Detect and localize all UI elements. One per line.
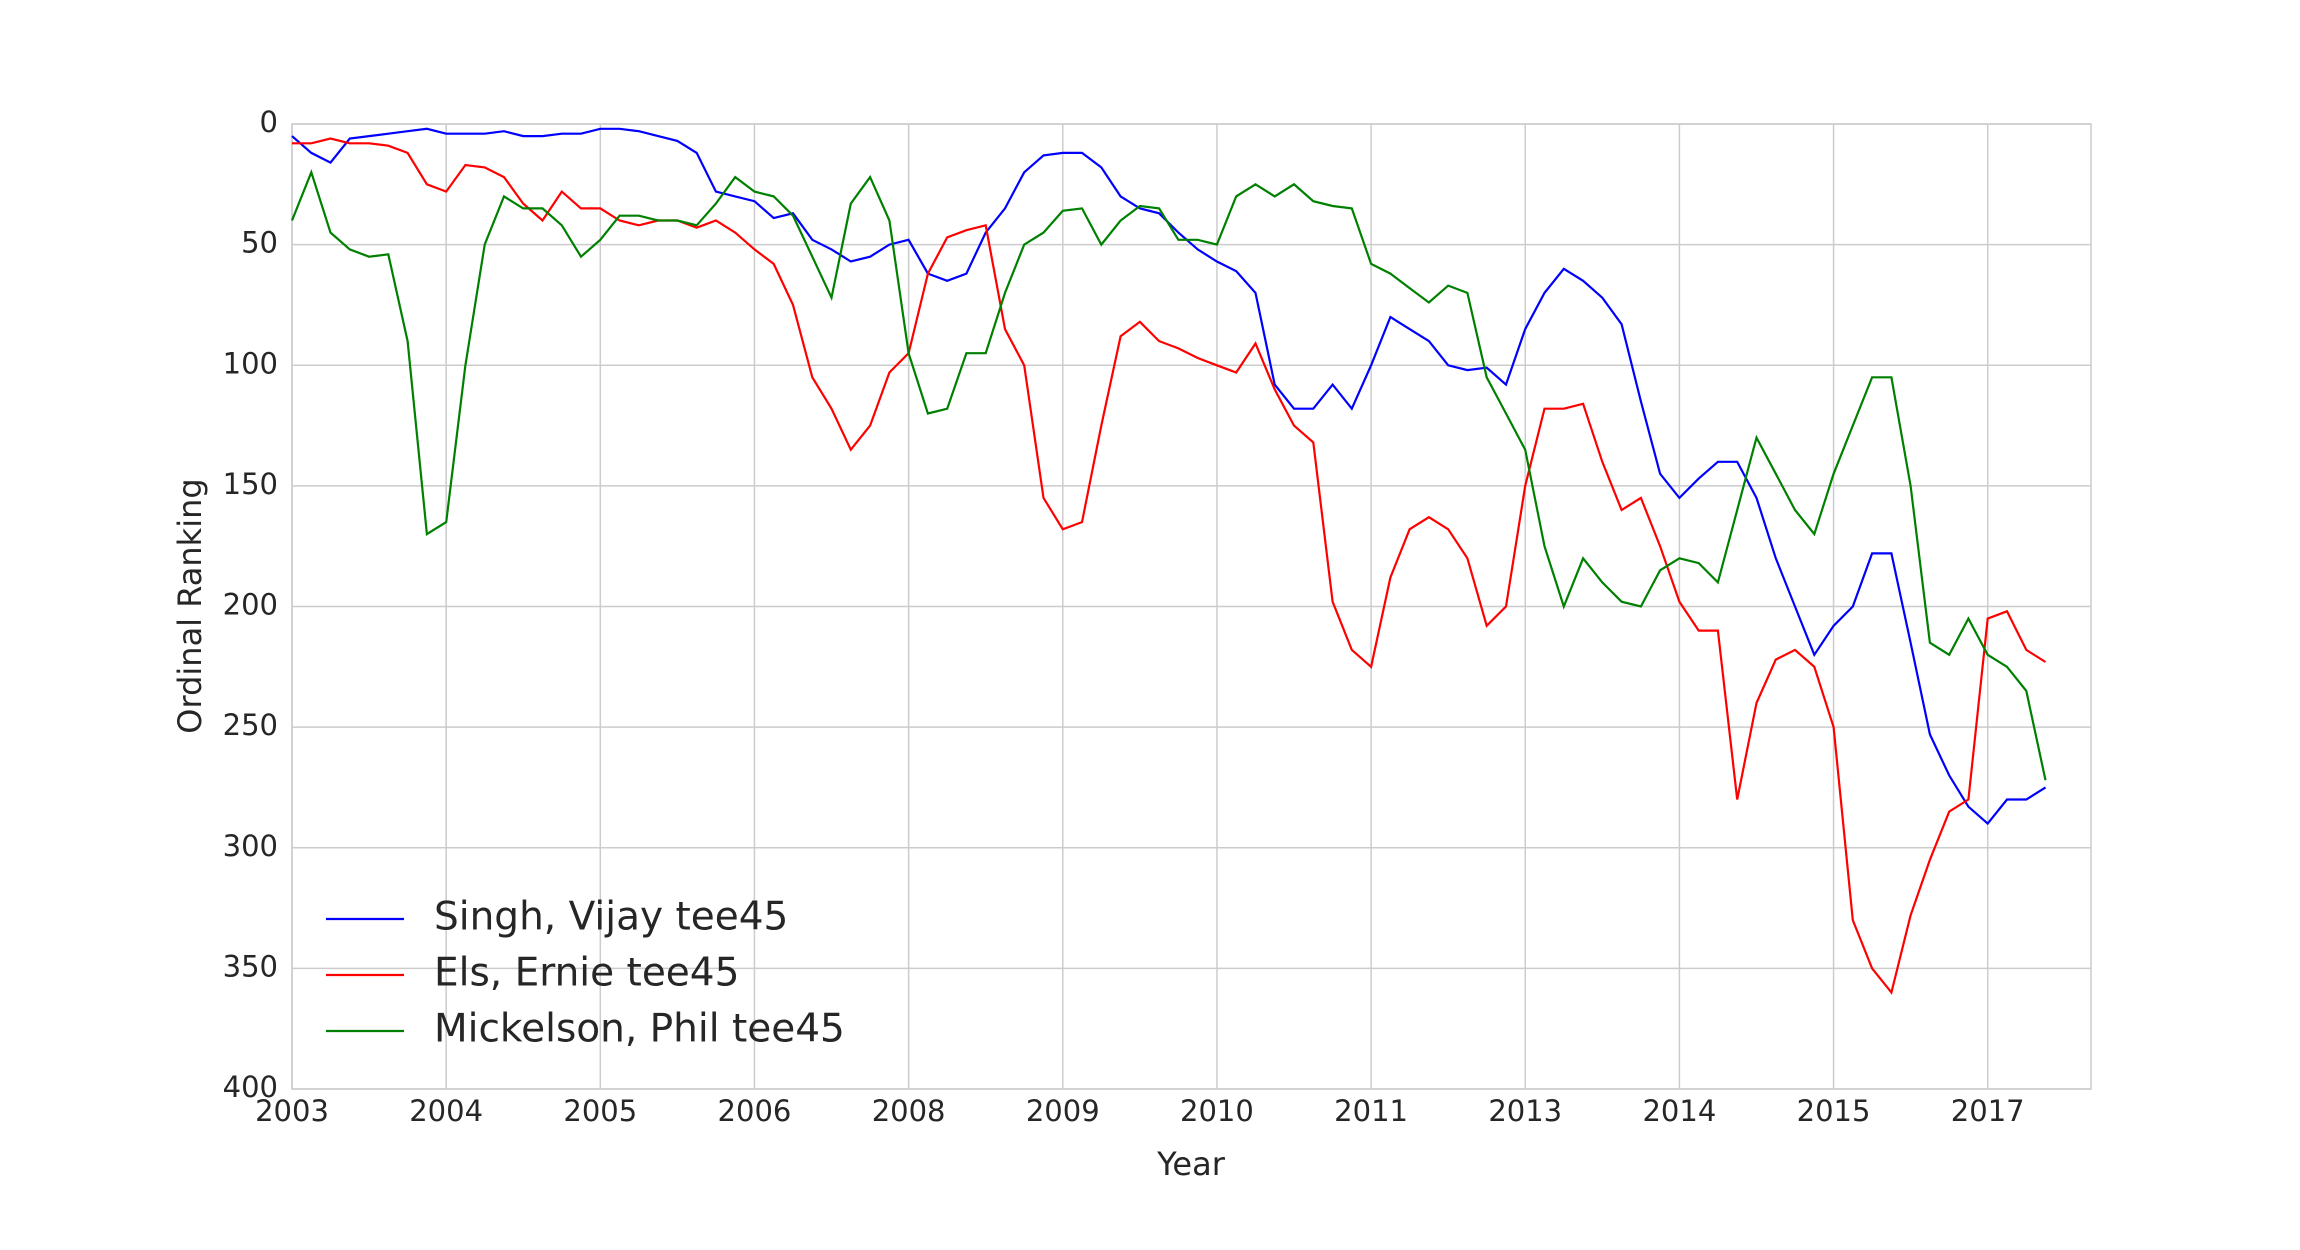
legend-label: Els, Ernie tee45: [434, 951, 739, 996]
x-tick-label: 2008: [872, 1094, 946, 1128]
legend-label: Mickelson, Phil tee45: [434, 1007, 845, 1052]
y-tick-label: 400: [223, 1070, 278, 1104]
plot-frame: [291, 123, 2092, 1090]
y-tick-label: 100: [223, 346, 278, 380]
x-tick-label: 2003: [255, 1094, 329, 1128]
y-tick-label: 50: [241, 226, 278, 260]
y-axis-label: Ordinal Ranking: [171, 478, 209, 733]
x-tick-label: 2005: [563, 1094, 637, 1128]
x-tick-label: 2013: [1488, 1094, 1562, 1128]
legend-label: Singh, Vijay tee45: [434, 895, 788, 940]
x-tick-label: 2014: [1642, 1094, 1716, 1128]
series-line: [290, 169, 2047, 781]
x-tick-label: 2004: [409, 1094, 483, 1128]
x-tick-label: 2017: [1951, 1094, 2025, 1128]
x-axis-label: Year: [1156, 1145, 1226, 1183]
y-tick-label: 200: [223, 588, 278, 622]
y-tick-label: 150: [223, 467, 278, 501]
y-tick-label: 0: [260, 105, 278, 139]
x-tick-label: 2009: [1026, 1094, 1100, 1128]
x-tick-label: 2006: [718, 1094, 792, 1128]
series-line: [292, 137, 2047, 995]
x-tick-label: 2010: [1180, 1094, 1254, 1128]
y-tick-label: 350: [223, 949, 278, 983]
x-tick-label: 2011: [1334, 1094, 1408, 1128]
y-tick-label: 300: [223, 829, 278, 863]
y-tick-label: 250: [223, 708, 278, 742]
x-tick-label: 2015: [1797, 1094, 1871, 1128]
